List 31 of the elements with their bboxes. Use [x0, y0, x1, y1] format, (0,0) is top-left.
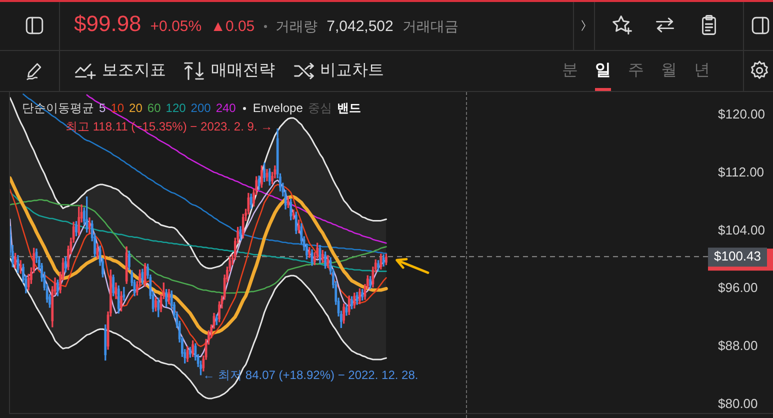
y-tick-label: $120.00 [718, 106, 765, 122]
text: 분 [562, 62, 578, 79]
text: 240 [216, 101, 236, 115]
text: 보조지표 [102, 62, 166, 79]
text: 200 [190, 101, 211, 115]
annotation: 중심 [308, 101, 332, 115]
text: 10 [110, 101, 124, 115]
text: 비교차트 [320, 62, 384, 79]
text: ▲0.05 [210, 18, 255, 35]
text: +0.05% [150, 18, 202, 35]
text: 거래대금 [402, 18, 458, 34]
text: $99.98 [74, 11, 142, 36]
annotation: 밴드 [336, 101, 361, 115]
text: 월 [661, 62, 677, 79]
text: 일 [595, 62, 611, 79]
text: 년 [694, 62, 710, 79]
text: 60 [147, 101, 161, 115]
y-tick-label: $112.00 [718, 164, 764, 180]
y-tick-label: $80.00 [718, 396, 758, 411]
y-tick-label: $96.00 [718, 280, 758, 296]
text: 5 [99, 101, 106, 115]
text: 주 [628, 62, 644, 79]
y-tick-label: $88.00 [718, 338, 758, 354]
ref-line-label: $100.43 [714, 248, 761, 264]
legend-label: Envelope [252, 101, 303, 115]
y-tick-label: $104.00 [718, 222, 765, 238]
text: 120 [166, 101, 186, 115]
text: 7,042,502 [326, 18, 394, 35]
text: 거래량 [276, 18, 318, 34]
text: 매매전략 [211, 62, 275, 79]
text: 20 [129, 101, 142, 115]
